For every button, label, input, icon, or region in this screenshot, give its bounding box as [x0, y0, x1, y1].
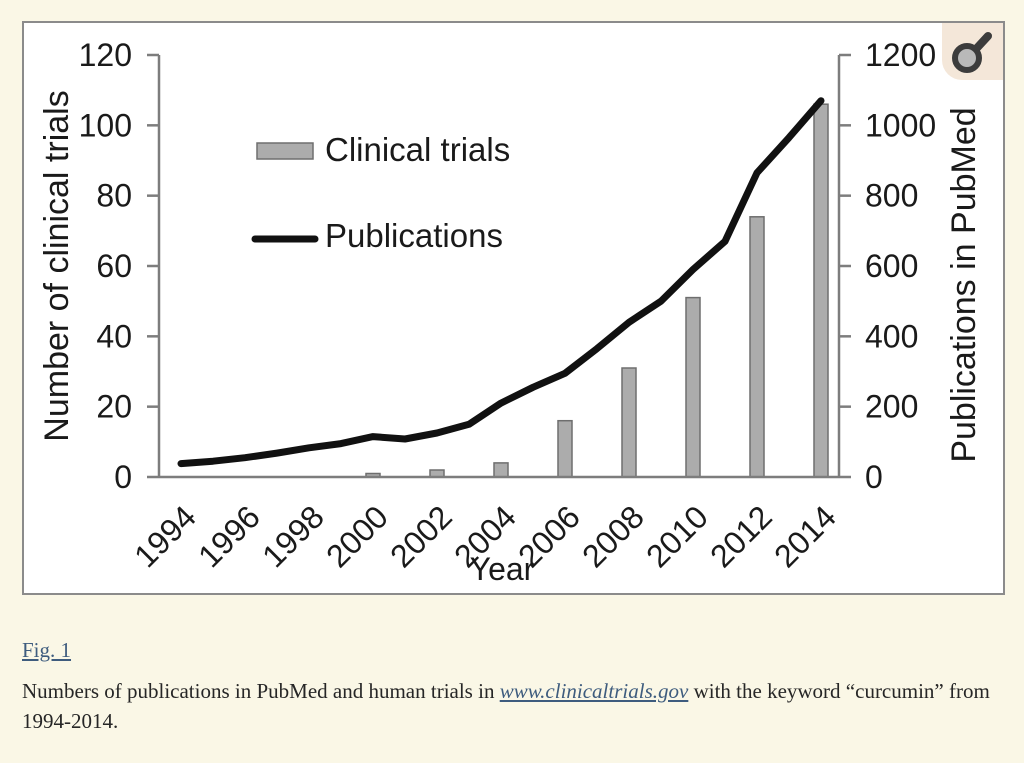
- figure-caption: Numbers of publications in PubMed and hu…: [22, 676, 1010, 736]
- x-tick-label: 2012: [703, 498, 779, 574]
- x-tick-label: 2002: [383, 498, 459, 574]
- clinical-trials-bar-2008: [621, 367, 637, 478]
- x-axis-title: Year: [470, 551, 535, 587]
- right-tick-label: 0: [865, 459, 883, 495]
- left-tick-label: 0: [114, 459, 132, 495]
- left-tick-label: 80: [96, 178, 132, 214]
- clinical-trials-bar-2004: [493, 462, 509, 478]
- x-tick-label: 2010: [639, 498, 715, 574]
- x-tick-label: 2008: [575, 498, 651, 574]
- clinical-trials-bar-2006: [557, 419, 573, 478]
- clinical-trials-bar-2012: [749, 216, 765, 478]
- figure-panel: 0 20 40 60 80 100 120 0 200 400 600 800 1000 1200 1994…: [22, 21, 1005, 595]
- figure-caption-link[interactable]: Fig. 1: [22, 638, 72, 662]
- right-axis-title: Publications in PubMed: [945, 107, 983, 462]
- left-tick-label: 60: [96, 248, 132, 284]
- right-tick-label: 1000: [865, 107, 936, 143]
- figure-zoom-button[interactable]: [942, 23, 1003, 80]
- left-tick-label: 100: [79, 107, 132, 143]
- caption-text-before: Numbers of publications in PubMed and hu…: [22, 679, 500, 703]
- left-axis-title: Number of clinical trials: [38, 90, 76, 441]
- x-tick-label: 1996: [191, 498, 267, 574]
- clinical-trials-bar-2014: [813, 103, 829, 478]
- curcumin-publications-chart: 0204060801001200200400600800100012001994…: [38, 37, 983, 587]
- legend-publications-label: Publications: [325, 217, 503, 254]
- magnifier-icon: [952, 32, 992, 73]
- right-tick-label: 200: [865, 389, 918, 425]
- caption-text-after: with the keyword “curcumin” from 1994-20…: [22, 679, 990, 733]
- right-tick-label: 400: [865, 318, 918, 354]
- left-tick-label: 40: [96, 318, 132, 354]
- x-tick-label: 2000: [319, 498, 395, 574]
- right-tick-label: 600: [865, 248, 918, 284]
- x-tick-label: 2014: [767, 498, 843, 574]
- publications-line: [177, 97, 825, 468]
- clinical-trials-bar-2010: [685, 296, 701, 478]
- right-tick-label: 800: [865, 178, 918, 214]
- x-tick-label: 1994: [127, 498, 203, 574]
- left-tick-label: 20: [96, 389, 132, 425]
- legend-clinical-trials-label: Clinical trials: [325, 131, 510, 168]
- right-tick-label: 1200: [865, 37, 936, 73]
- legend-bar-swatch: [256, 142, 314, 160]
- clinicaltrials-link[interactable]: www.clinicaltrials.gov: [499, 679, 689, 703]
- x-tick-label: 1998: [255, 498, 331, 574]
- left-tick-label: 120: [79, 37, 132, 73]
